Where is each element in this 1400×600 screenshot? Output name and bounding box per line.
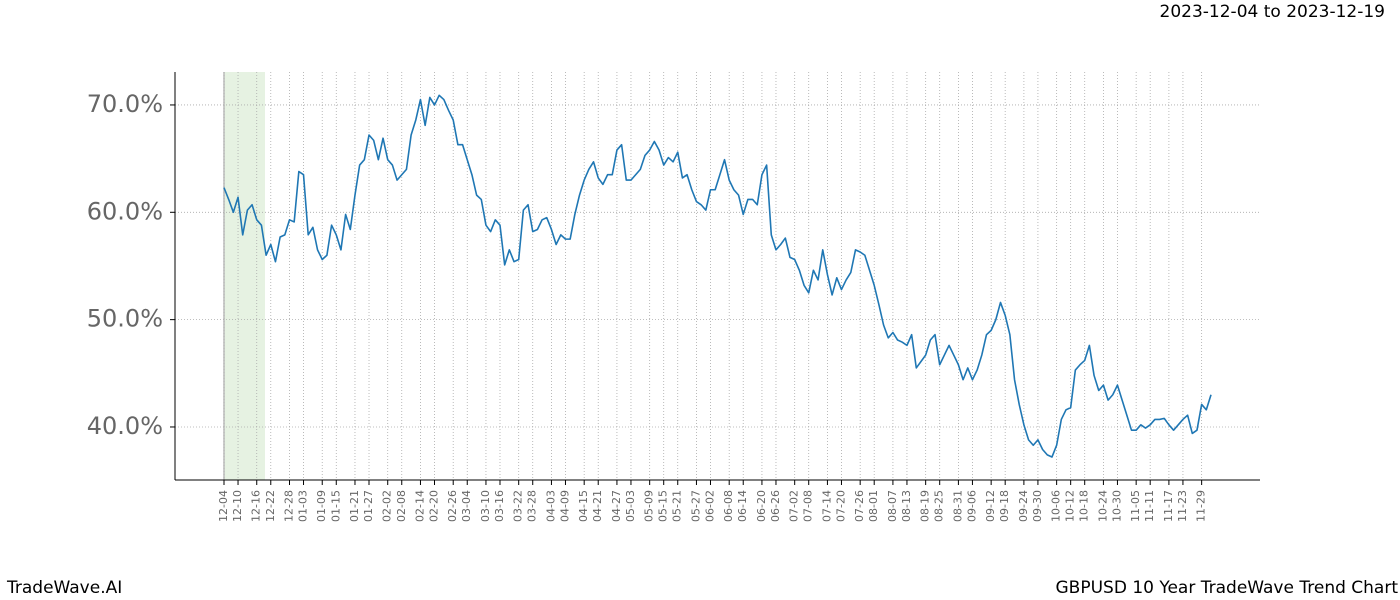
x-tick-label: 04-15 (577, 490, 590, 522)
x-tick-label: 04-27 (610, 490, 623, 522)
x-tick-label: 02-08 (395, 490, 408, 522)
x-tick-label: 05-21 (671, 490, 684, 522)
y-tick-label: 60.0% (87, 197, 163, 225)
y-tick-label: 40.0% (87, 412, 163, 440)
x-tick-label: 06-26 (769, 490, 782, 522)
x-tick-label: 07-26 (853, 490, 866, 522)
x-tick-label: 11-17 (1162, 490, 1175, 522)
x-tick-label: 03-22 (512, 490, 525, 522)
x-tick-label: 06-14 (736, 490, 749, 522)
x-tick-label: 05-15 (657, 490, 670, 522)
x-tick-label: 12-04 (217, 490, 230, 522)
x-tick-label: 07-08 (802, 490, 815, 522)
y-tick-label: 70.0% (87, 90, 163, 118)
x-tick-label: 08-01 (867, 490, 880, 522)
x-tick-label: 06-08 (722, 490, 735, 522)
x-tick-label: 09-30 (1031, 490, 1044, 522)
x-tick-label: 08-31 (951, 490, 964, 522)
x-tick-label: 01-09 (315, 490, 328, 522)
x-tick-label: 02-02 (381, 490, 394, 522)
x-tick-label: 09-18 (998, 490, 1011, 522)
x-tick-label: 01-21 (348, 490, 361, 522)
x-tick-label: 04-03 (544, 490, 557, 522)
x-tick-label: 07-14 (820, 490, 833, 522)
x-tick-label: 01-03 (297, 490, 310, 522)
x-tick-label: 12-16 (250, 490, 263, 522)
x-tick-label: 06-20 (755, 490, 768, 522)
x-tick-label: 11-05 (1129, 490, 1142, 522)
x-tick-label: 03-04 (460, 490, 473, 522)
plot (223, 94, 1212, 458)
x-tick-label: 08-25 (933, 490, 946, 522)
y-tick-label: 50.0% (87, 305, 163, 333)
x-tick-label: 12-10 (231, 490, 244, 522)
x-tick-label: 10-06 (1050, 490, 1063, 522)
x-tick-label: 07-20 (834, 490, 847, 522)
x-tick-label: 02-26 (446, 490, 459, 522)
x-tick-label: 07-02 (788, 490, 801, 522)
x-tick-label: 05-27 (689, 490, 702, 522)
chart-title: GBPUSD 10 Year TradeWave Trend Chart (1056, 578, 1399, 598)
x-tick-label: 11-11 (1143, 490, 1156, 522)
x-tick-label: 01-15 (329, 490, 342, 522)
x-tick-label: 12-28 (282, 490, 295, 522)
x-tick-label: 09-06 (965, 490, 978, 522)
x-tick-label: 02-20 (427, 490, 440, 522)
date-range: 2023-12-04 to 2023-12-19 (1160, 2, 1385, 22)
trend-line (223, 94, 1212, 458)
x-tick-label: 04-21 (591, 490, 604, 522)
x-tick-label: 11-29 (1195, 490, 1208, 522)
x-tick-label: 09-24 (1017, 490, 1030, 522)
highlight-band (224, 72, 265, 480)
x-tick-label: 10-18 (1078, 490, 1091, 522)
brand: TradeWave.AI (6, 578, 122, 598)
x-tick-label: 03-10 (479, 490, 492, 522)
x-tick-label: 09-12 (984, 490, 997, 522)
x-tick-label: 01-27 (362, 490, 375, 522)
x-tick-label: 08-19 (919, 490, 932, 522)
x-tick-label: 10-12 (1064, 490, 1077, 522)
x-tick-label: 03-16 (493, 490, 506, 522)
x-tick-label: 03-28 (526, 490, 539, 522)
x-tick-label: 05-03 (624, 490, 637, 522)
x-tick-label: 12-22 (264, 490, 277, 522)
x-tick-label: 02-14 (413, 490, 426, 522)
x-tick-label: 08-13 (900, 490, 913, 522)
x-tick-label: 10-30 (1110, 490, 1123, 522)
x-tick-label: 08-07 (886, 490, 899, 522)
x-tick-label: 11-23 (1176, 490, 1189, 522)
x-tick-label: 10-24 (1096, 490, 1109, 522)
x-tick-label: 05-09 (643, 490, 656, 522)
x-tick-label: 04-09 (558, 490, 571, 522)
x-tick-label: 06-02 (703, 490, 716, 522)
grid (175, 72, 1260, 480)
